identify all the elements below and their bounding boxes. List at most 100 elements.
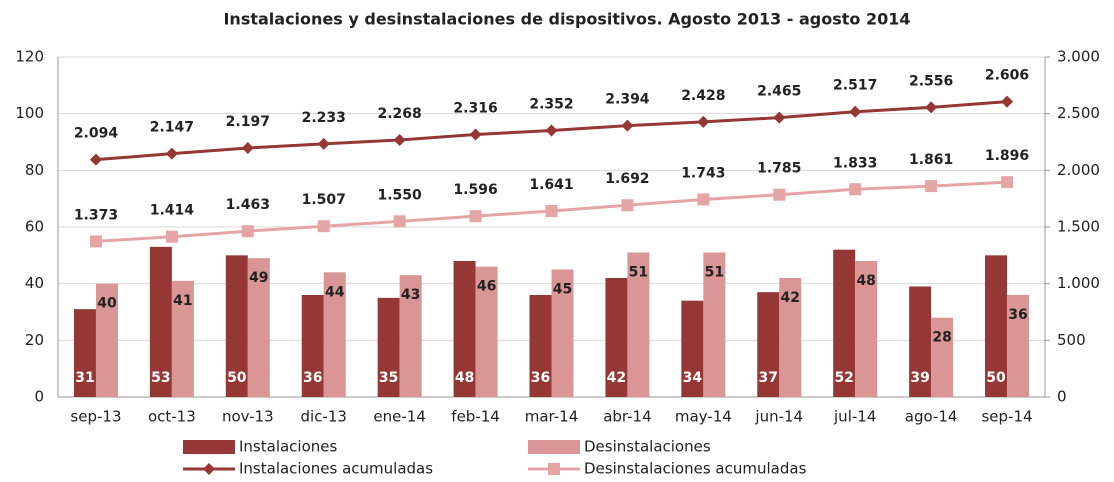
bar xyxy=(931,317,954,397)
y2-tick-label: 2.000 xyxy=(1057,161,1100,179)
data-label: 2.316 xyxy=(453,101,497,117)
data-label: 1.414 xyxy=(150,203,195,219)
data-label: 2.268 xyxy=(378,106,422,122)
bar xyxy=(681,300,704,397)
marker xyxy=(545,205,558,218)
marker xyxy=(1001,95,1014,108)
data-label: 51 xyxy=(705,265,724,281)
data-label: 50 xyxy=(227,370,247,386)
data-label: 50 xyxy=(986,370,1006,386)
marker xyxy=(849,105,862,118)
data-label: 1.641 xyxy=(529,177,573,193)
y-tick-label: 120 xyxy=(15,48,44,66)
data-label: 2.465 xyxy=(757,84,801,100)
data-label: 1.550 xyxy=(378,187,423,203)
bar xyxy=(529,295,552,397)
y-tick-label: 80 xyxy=(25,161,44,179)
data-label: 40 xyxy=(97,296,117,312)
y-tick-label: 20 xyxy=(25,331,44,349)
bar xyxy=(475,266,498,397)
data-label: 52 xyxy=(834,370,853,386)
marker xyxy=(89,235,102,248)
y-tick-label: 0 xyxy=(34,388,44,406)
data-label: 39 xyxy=(910,370,929,386)
data-label: 1.596 xyxy=(453,182,497,198)
y2-tick-label: 1.500 xyxy=(1057,218,1100,236)
marker xyxy=(241,225,254,238)
data-label: 28 xyxy=(932,330,951,346)
data-label: 41 xyxy=(173,293,192,309)
x-tick-label: jun-14 xyxy=(754,408,803,426)
x-tick-label: dic-13 xyxy=(301,408,347,426)
bar xyxy=(779,278,802,397)
legend-label: Desinstalaciones acumuladas xyxy=(584,460,807,478)
bar xyxy=(605,278,628,397)
data-label: 2.394 xyxy=(605,92,650,108)
bar xyxy=(855,261,878,397)
x-tick-label: feb-14 xyxy=(451,408,500,426)
y2-tick-label: 0 xyxy=(1057,388,1067,406)
x-tick-label: sep-14 xyxy=(981,408,1032,426)
marker xyxy=(697,115,710,128)
data-label: 1.507 xyxy=(302,192,346,208)
y-tick-label: 60 xyxy=(25,218,44,236)
legend-marker xyxy=(203,463,215,475)
data-label: 42 xyxy=(607,370,626,386)
legend-label: Desinstalaciones xyxy=(584,438,711,456)
bar xyxy=(301,295,324,397)
bar xyxy=(73,309,96,397)
bar xyxy=(323,272,346,397)
data-label: 1.692 xyxy=(605,171,649,187)
data-label: 44 xyxy=(325,284,345,300)
bar xyxy=(149,246,172,397)
x-tick-label: may-14 xyxy=(675,408,732,426)
data-label: 2.517 xyxy=(833,78,877,94)
data-label: 2.233 xyxy=(302,110,346,126)
marker xyxy=(469,210,482,223)
data-label: 1.861 xyxy=(909,152,953,168)
data-label: 35 xyxy=(379,370,398,386)
marker xyxy=(925,180,938,193)
data-label: 2.147 xyxy=(150,120,194,136)
legend-swatch xyxy=(183,440,235,454)
x-tick-label: nov-13 xyxy=(222,408,274,426)
bar xyxy=(377,297,400,397)
data-label: 2.094 xyxy=(74,126,119,142)
x-tick-label: ene-14 xyxy=(373,408,425,426)
data-label: 36 xyxy=(303,370,322,386)
bar xyxy=(399,275,422,397)
data-label: 2.197 xyxy=(226,114,270,130)
marker xyxy=(165,230,178,243)
data-label: 53 xyxy=(151,370,170,386)
data-label: 1.463 xyxy=(226,197,270,213)
data-label: 45 xyxy=(553,282,572,298)
data-label: 1.896 xyxy=(985,148,1029,164)
chart-title: Instalaciones y desinstalaciones de disp… xyxy=(223,10,910,29)
marker xyxy=(317,220,330,233)
bar xyxy=(985,255,1008,397)
marker xyxy=(545,124,558,137)
data-label: 49 xyxy=(249,270,268,286)
bar xyxy=(909,286,932,397)
legend-marker xyxy=(548,463,560,475)
data-label: 2.556 xyxy=(909,73,953,89)
x-tick-label: sep-13 xyxy=(70,408,121,426)
legend-label: Instalaciones xyxy=(239,438,338,456)
data-label: 42 xyxy=(781,290,800,306)
marker xyxy=(1001,176,1014,189)
bar xyxy=(247,258,270,397)
marker xyxy=(621,199,634,212)
data-label: 48 xyxy=(455,370,474,386)
marker xyxy=(925,101,938,114)
marker xyxy=(317,137,330,150)
marker xyxy=(773,111,786,124)
y2-tick-label: 500 xyxy=(1057,331,1086,349)
y2-tick-label: 1.000 xyxy=(1057,274,1100,292)
bar xyxy=(453,261,476,397)
marker xyxy=(697,193,710,206)
marker xyxy=(849,183,862,196)
x-tick-label: ago-14 xyxy=(905,408,958,426)
data-label: 1.373 xyxy=(74,207,118,223)
marker xyxy=(469,128,482,141)
legend-swatch xyxy=(528,440,580,454)
